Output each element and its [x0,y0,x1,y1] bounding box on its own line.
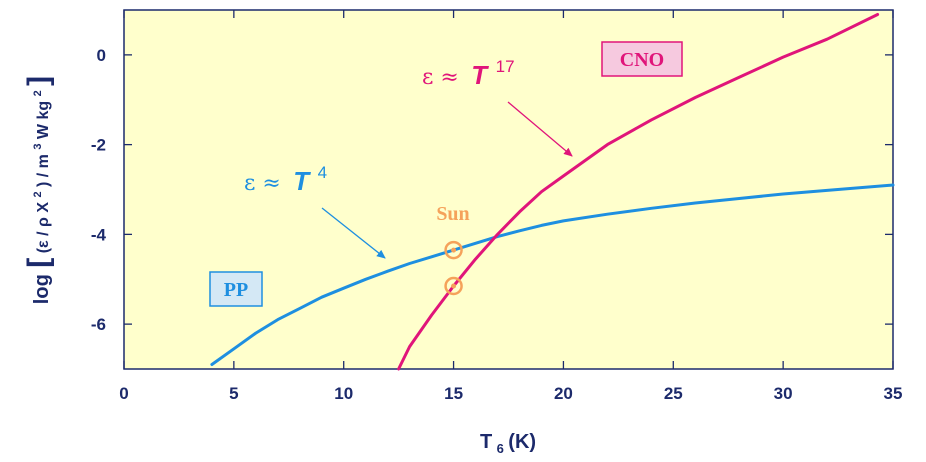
x-tick-label: 35 [884,384,903,403]
cno-formula-t: T [471,60,489,90]
y-axis-label-open-bracket: [ [22,258,55,268]
x-axis-label-tail: (K) [508,431,536,453]
plot-area [123,9,894,370]
y-tick-label: -2 [91,136,106,155]
pp-formula: ε ≈ T 4 [244,163,327,196]
y-tick-labels: 0 -2 -4 -6 [91,46,107,334]
y-axis-label-close-bracket: ] [22,76,55,86]
x-tick-label: 15 [444,384,463,403]
x-axis-label-sub: 6 [497,441,504,456]
y-axis-label-mid: ) / m [35,154,52,187]
x-tick-label: 20 [554,384,573,403]
y-axis-label-prefix: log [31,274,53,304]
x-tick-label: 10 [334,384,353,403]
x-tick-label: 0 [119,384,128,403]
series-line-cno [397,13,880,371]
cno-arrow [507,101,573,157]
cno-formula-eps: ε ≈ [422,65,459,90]
sun-marker [444,240,463,260]
sun-label: Sun [436,203,469,225]
y-axis-label-unitexp: 2 [32,90,44,96]
cno-formula-exp: 17 [496,57,515,76]
cno-formula: ε ≈ T 17 [422,57,515,90]
sun-marker [444,276,463,296]
y-tick-label: -4 [91,225,107,244]
cno-label: CNO [620,49,664,71]
sun-markers [444,240,463,296]
y-axis-label-unit: W kg [35,101,52,139]
x-tick-label: 5 [229,384,238,403]
y-tick-label: 0 [97,46,106,65]
cno-label-box [601,41,683,77]
pp-formula-eps: ε ≈ [244,171,281,196]
pp-label-box [209,271,263,307]
y-axis-label-inner: (ε / ρ X [35,202,52,254]
x-tick-label: 25 [664,384,683,403]
pp-formula-exp: 4 [318,163,327,182]
y-axis-label-cube: 3 [32,144,44,150]
pp-label: PP [224,279,248,301]
pp-formula-t: T [293,166,311,196]
axis-ticks [123,10,894,369]
x-tick-labels: 0 5 10 15 20 25 30 35 [119,384,902,403]
series-group [210,13,895,371]
x-tick-label: 30 [774,384,793,403]
y-tick-label: -6 [91,315,106,334]
y-axis-label: log [ (ε / ρ X 2 ) / m 3 W kg 2 ] [22,76,55,304]
x-axis-label-main: T [480,431,492,453]
series-line-pp [210,183,895,366]
pp-arrow [321,207,386,259]
y-axis-label-sq: 2 [32,191,44,197]
x-axis-label: T 6 (K) [480,431,536,457]
